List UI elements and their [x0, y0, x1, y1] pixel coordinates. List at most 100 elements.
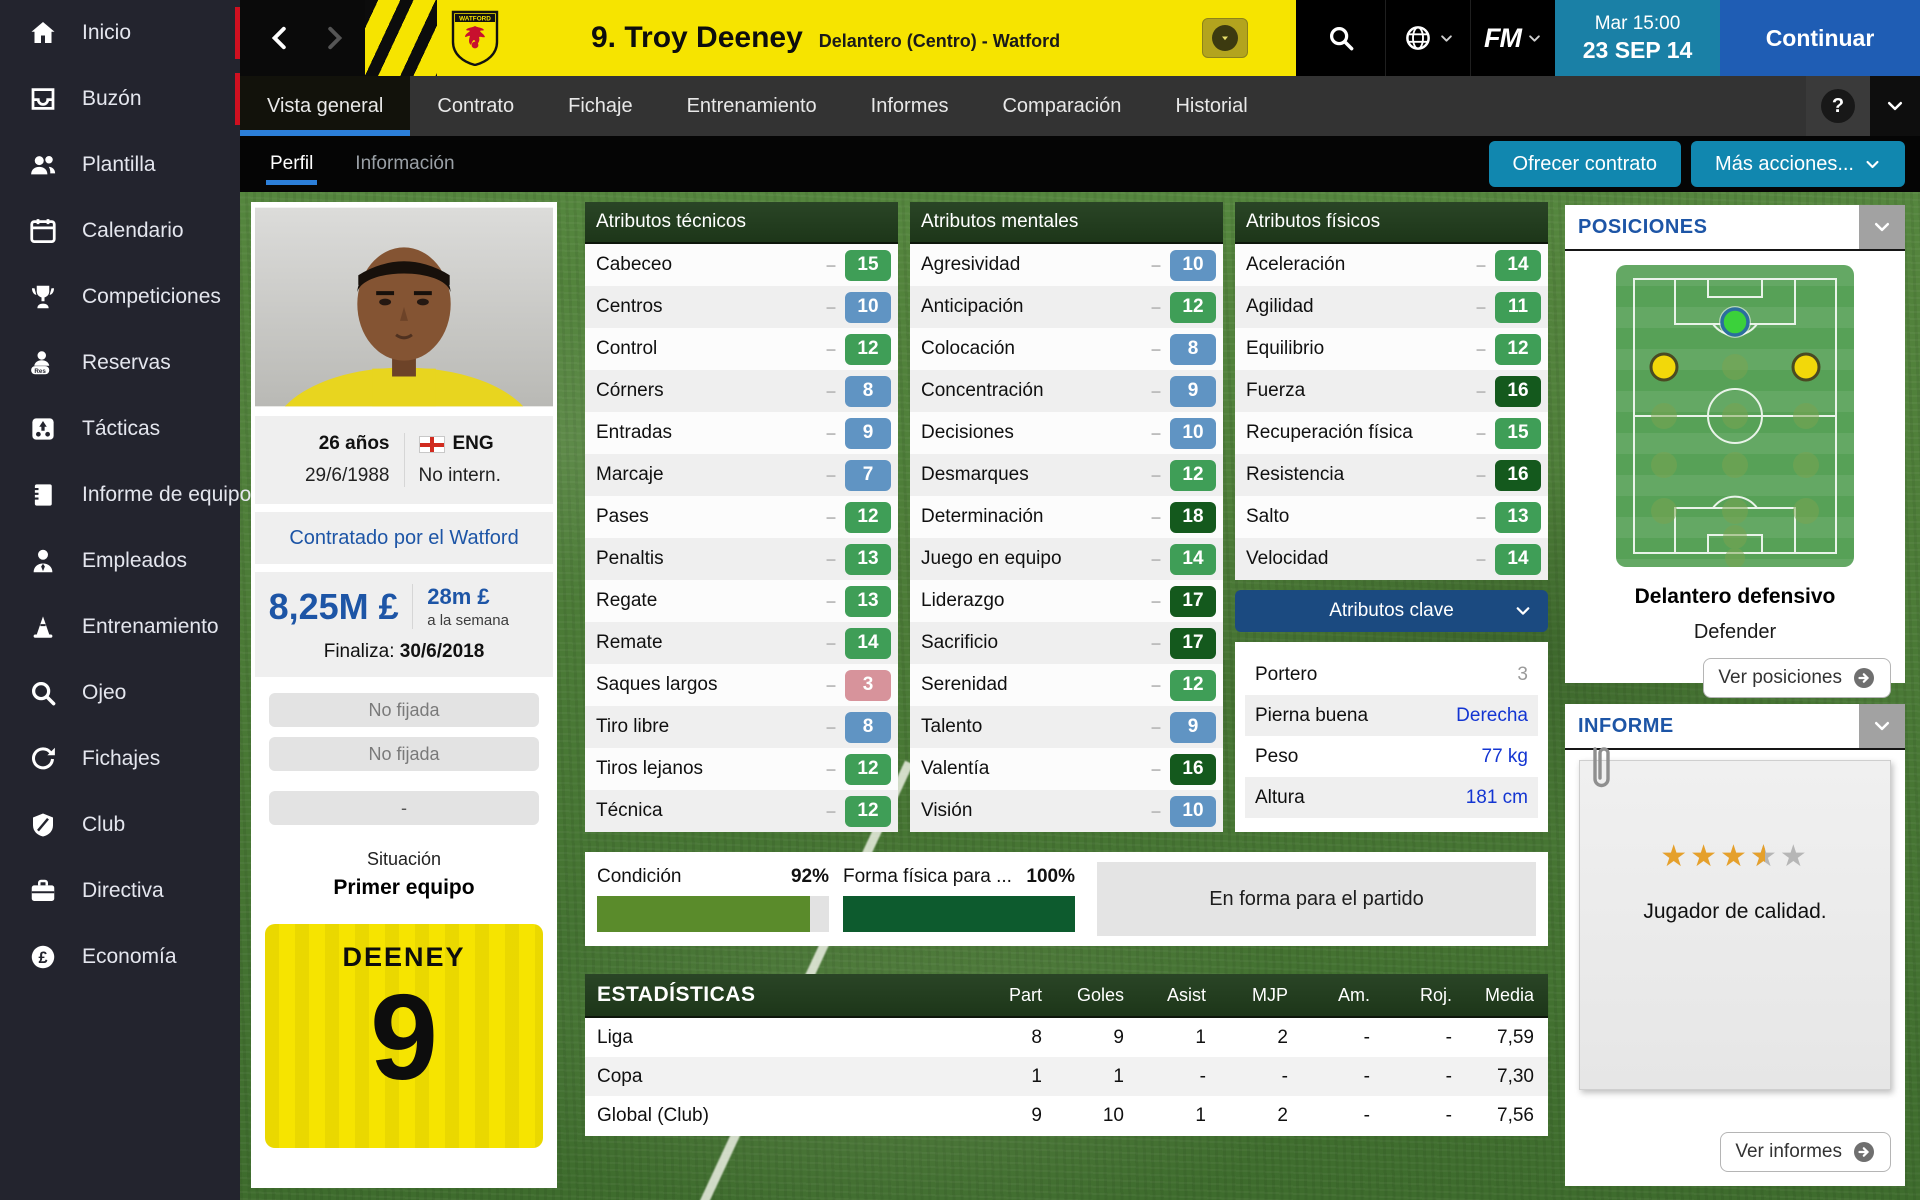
- tab[interactable]: Historial: [1148, 76, 1274, 136]
- tab[interactable]: Informes: [844, 76, 976, 136]
- info-value: 181 cm: [1465, 786, 1528, 808]
- attribute-label: Técnica: [596, 800, 663, 821]
- attribute-trend-icon: –: [825, 464, 836, 485]
- player-intl-status: No intern.: [418, 465, 501, 486]
- sidebar-item[interactable]: Calendario: [0, 198, 240, 264]
- attribute-row: Tiros lejanos – 12: [585, 748, 898, 790]
- sidebar: Inicio Buzón Plantilla Calendario Compet…: [0, 0, 251, 1200]
- asking-price-button[interactable]: No fijada: [269, 693, 539, 727]
- arrow-right-icon: [1852, 1140, 1876, 1164]
- attribute-value: 12: [845, 501, 891, 533]
- sidebar-item-label: Tácticas: [82, 417, 161, 440]
- physical-attributes-rows: Aceleración – 14 Agilidad – 11 Equilibri…: [1235, 244, 1548, 580]
- attribute-label: Anticipación: [921, 296, 1024, 317]
- england-flag-icon: [418, 435, 445, 453]
- competition-name: Global (Club): [597, 1104, 709, 1126]
- competition-name: Copa: [597, 1065, 643, 1087]
- tab[interactable]: Fichaje: [541, 76, 659, 136]
- sidebar-item[interactable]: Tácticas: [0, 396, 240, 462]
- contracted-link[interactable]: Contratado por el Watford: [255, 512, 553, 564]
- sidebar-item[interactable]: Fichajes: [0, 726, 240, 792]
- sidebar-item-icon: [28, 282, 58, 312]
- paperclip-icon: [1586, 743, 1616, 795]
- wage-amount: 28m £: [427, 584, 490, 609]
- accomplished-position-dot-left: [1649, 352, 1679, 382]
- statistics-panel: ESTADÍSTICAS Part Goles Asist MJP Am. Roj. Med…: [585, 974, 1548, 1136]
- back-button[interactable]: [260, 15, 300, 61]
- subtab[interactable]: Perfil: [266, 136, 318, 192]
- subtab[interactable]: Información: [351, 136, 458, 192]
- world-menu-button[interactable]: [1385, 0, 1470, 76]
- positions-collapse-button[interactable]: [1859, 205, 1905, 249]
- report-collapse-button[interactable]: [1859, 704, 1905, 748]
- tab[interactable]: Comparación: [975, 76, 1148, 136]
- tab-overflow-button[interactable]: [1870, 76, 1920, 136]
- attribute-row: Velocidad – 14: [1235, 538, 1548, 580]
- attribute-trend-icon: –: [825, 632, 836, 653]
- valuation-button[interactable]: No fijada: [269, 737, 539, 771]
- technical-attributes-header: Atributos técnicos: [585, 202, 898, 244]
- sidebar-item[interactable]: Directiva: [0, 858, 240, 924]
- attribute-row: Visión – 10: [910, 790, 1223, 832]
- player-info-panel: 26 años 29/6/1988 ENG No intern. Contrat…: [251, 202, 557, 1188]
- sidebar-item[interactable]: Inicio: [0, 0, 240, 66]
- tab[interactable]: Vista general: [240, 76, 411, 136]
- help-button[interactable]: ?: [1806, 76, 1870, 136]
- attribute-row: Remate – 14: [585, 622, 898, 664]
- sidebar-item[interactable]: Entrenamiento: [0, 594, 240, 660]
- attribute-value: 10: [1170, 417, 1216, 449]
- fitness-status: En forma para el partido: [1097, 862, 1536, 936]
- more-actions-button[interactable]: Más acciones...: [1691, 141, 1905, 187]
- stat-row: Liga 8 9 1 2 - - 7,59: [585, 1018, 1548, 1057]
- dropdown-circle-icon: [1212, 25, 1238, 51]
- attribute-trend-icon: –: [1150, 758, 1161, 779]
- status-button[interactable]: -: [269, 791, 539, 825]
- view-reports-button[interactable]: Ver informes: [1720, 1132, 1891, 1172]
- attribute-value: 8: [1170, 333, 1216, 365]
- contract-value-block: 8,25M £ 28m £ a la semana Finaliza: 30/6…: [255, 572, 553, 677]
- attribute-trend-icon: –: [1475, 548, 1486, 569]
- fm-logo: FM: [1484, 22, 1522, 53]
- sidebar-item[interactable]: Reservas: [0, 330, 240, 396]
- sidebar-item-label: Fichajes: [82, 747, 161, 770]
- sidebar-item[interactable]: Empleados: [0, 528, 240, 594]
- sidebar-item[interactable]: Competiciones: [0, 264, 240, 330]
- offer-contract-button[interactable]: Ofrecer contrato: [1488, 141, 1682, 187]
- sidebar-item[interactable]: Ojeo: [0, 660, 240, 726]
- sidebar-item[interactable]: Plantilla: [0, 132, 240, 198]
- sidebar-item[interactable]: Informe de equipo: [0, 462, 251, 528]
- search-button[interactable]: [1296, 0, 1385, 76]
- attribute-value: 15: [845, 249, 891, 281]
- attribute-label: Tiros lejanos: [596, 758, 704, 779]
- attribute-value: 14: [845, 627, 891, 659]
- attribute-label: Remate: [596, 632, 663, 653]
- tab[interactable]: Entrenamiento: [660, 76, 844, 136]
- sidebar-item-icon: [28, 678, 58, 708]
- sidebar-item-icon: [28, 414, 58, 444]
- info-label: Pierna buena: [1255, 704, 1369, 726]
- attribute-row: Juego en equipo – 14: [910, 538, 1223, 580]
- tab-label: Fichaje: [568, 94, 633, 117]
- attribute-label: Entradas: [596, 422, 673, 443]
- player-wage: 28m £ a la semana: [412, 584, 553, 629]
- continue-button[interactable]: Continuar: [1720, 0, 1920, 76]
- sidebar-item[interactable]: Club: [0, 792, 240, 858]
- forward-button[interactable]: [314, 15, 354, 61]
- fm-menu-button[interactable]: FM: [1470, 0, 1555, 76]
- attribute-value: 12: [1170, 291, 1216, 323]
- sidebar-item-label: Buzón: [82, 87, 142, 110]
- sidebar-item-label: Economía: [82, 945, 177, 968]
- attribute-value: 13: [845, 585, 891, 617]
- view-positions-button[interactable]: Ver posiciones: [1703, 658, 1891, 698]
- tab[interactable]: Contrato: [410, 76, 541, 136]
- attribute-row: Talento – 9: [910, 706, 1223, 748]
- bio-right: ENG No intern.: [403, 433, 554, 487]
- chevron-down-icon: [1885, 96, 1905, 116]
- key-attributes-dropdown[interactable]: Atributos clave: [1235, 590, 1548, 632]
- sidebar-item[interactable]: Economía: [0, 924, 240, 990]
- stat-yellows: -: [1363, 1104, 1370, 1126]
- sidebar-item[interactable]: Buzón: [0, 66, 240, 132]
- subtab-label: Información: [355, 153, 455, 174]
- stat-column-header: Part: [1008, 984, 1042, 1005]
- player-dropdown-button[interactable]: [1202, 18, 1248, 58]
